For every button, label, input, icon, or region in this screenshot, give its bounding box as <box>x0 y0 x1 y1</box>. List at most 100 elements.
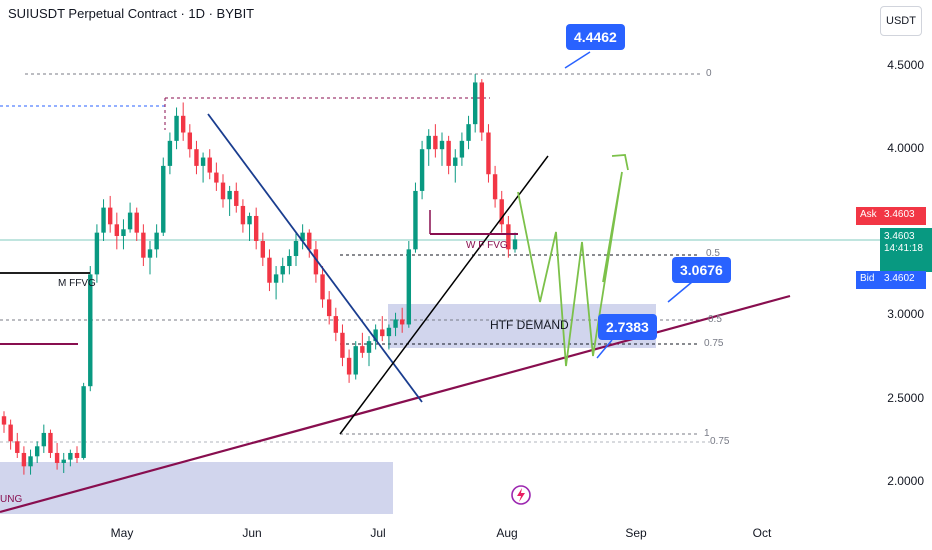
candle-body <box>300 232 305 241</box>
candle-body <box>134 212 139 233</box>
candle-body <box>512 239 518 250</box>
candle-body <box>34 446 40 457</box>
candle-body <box>499 199 504 225</box>
callout-mid-pointer <box>667 281 693 303</box>
candle-body <box>380 329 385 337</box>
candle-body <box>267 257 272 283</box>
candle-body <box>373 329 378 342</box>
candle-body <box>406 249 412 325</box>
candle-body <box>453 157 458 166</box>
candle-body <box>81 386 86 458</box>
candle-body <box>187 132 193 150</box>
candle-body <box>1 416 7 425</box>
candle-body <box>340 332 345 358</box>
date-tick: Aug <box>496 526 518 540</box>
date-tick: Oct <box>752 526 772 540</box>
candle-body <box>207 157 212 173</box>
candle-body <box>433 135 438 150</box>
candle-body <box>61 459 66 463</box>
callout-low-pointer <box>596 339 613 359</box>
candle-body <box>48 432 53 453</box>
candle-body <box>260 240 266 258</box>
candle-body <box>486 132 491 175</box>
candle-body <box>74 452 80 458</box>
bid-value: 3.4602 <box>880 271 926 289</box>
candle-body <box>293 240 299 257</box>
date-tick: May <box>110 526 134 540</box>
price-tick: 3.0000 <box>887 307 924 321</box>
candle-body <box>413 190 418 250</box>
candle-body <box>326 299 332 317</box>
callout-top-pointer <box>564 51 591 69</box>
candle-body <box>273 274 279 283</box>
projection-path <box>517 171 623 367</box>
candle-body <box>154 232 159 250</box>
candle-body <box>28 456 33 467</box>
candle-body <box>174 115 179 141</box>
fib-label: 0.5 <box>706 248 720 259</box>
candle-body <box>346 357 352 375</box>
candle-body <box>320 274 325 300</box>
candle-body <box>68 452 73 460</box>
candle-body <box>247 215 252 225</box>
candle-body <box>353 346 358 375</box>
candle-body <box>313 249 319 275</box>
candle-body <box>161 165 166 233</box>
callout-top[interactable]: 4.4462 <box>566 24 625 50</box>
candle-body <box>214 172 219 183</box>
candle-body <box>287 256 292 267</box>
last-price-tag: 3.4603 14:41:18 <box>880 228 932 272</box>
candle-body <box>180 115 186 133</box>
candle-body <box>114 224 120 236</box>
candle-body <box>506 224 511 250</box>
last-price-value: 3.4603 <box>884 231 915 242</box>
callout-mid[interactable]: 3.0676 <box>672 257 731 283</box>
price-tick: 4.5000 <box>887 58 924 72</box>
candle-body <box>200 157 206 166</box>
m-ffvg-label: M FFVG <box>58 278 96 289</box>
candle-body <box>333 316 339 333</box>
bar-countdown: 14:41:18 <box>884 243 923 254</box>
candle-body <box>194 149 199 166</box>
ask-label: Ask <box>856 207 886 225</box>
candle-body <box>386 327 392 337</box>
ask-value: 3.4603 <box>880 207 926 225</box>
fib-label: 0.5 <box>708 314 722 325</box>
support-trendline <box>339 155 549 435</box>
fib-label: 0 <box>706 68 712 79</box>
candle-body <box>240 205 246 225</box>
candle-body <box>253 215 259 241</box>
candle-body <box>220 182 226 200</box>
candle-body <box>107 207 113 225</box>
candle-body <box>472 82 478 125</box>
candle-body <box>15 441 20 453</box>
candle-body <box>167 140 173 166</box>
candle-body <box>147 249 153 258</box>
price-tick: 2.5000 <box>887 391 924 405</box>
candle-body <box>426 135 431 150</box>
currency-selector[interactable]: USDT <box>880 6 922 36</box>
price-tick: 2.0000 <box>887 474 924 488</box>
candle-body <box>393 319 398 328</box>
candle-body <box>459 140 465 158</box>
fib-label: 1 <box>704 428 710 439</box>
candle-body <box>141 232 146 258</box>
candle-body <box>121 229 126 236</box>
candle-body <box>399 319 405 325</box>
candle-body <box>227 190 232 200</box>
rising-trendline <box>0 294 791 514</box>
date-tick: Sep <box>625 526 647 540</box>
callout-low[interactable]: 2.7383 <box>598 314 657 340</box>
candle-body <box>479 82 485 133</box>
candle-body <box>94 232 100 275</box>
demand-zone-lower <box>0 462 393 514</box>
projection-arrowhead <box>611 154 629 171</box>
lightning-icon[interactable] <box>510 484 532 506</box>
w-fvg-label: W F FVG <box>466 240 508 251</box>
candle-body <box>307 232 312 250</box>
candle-body <box>360 346 365 353</box>
descending-trendline <box>207 113 423 403</box>
candle-body <box>8 424 13 442</box>
candle-body <box>466 124 471 141</box>
